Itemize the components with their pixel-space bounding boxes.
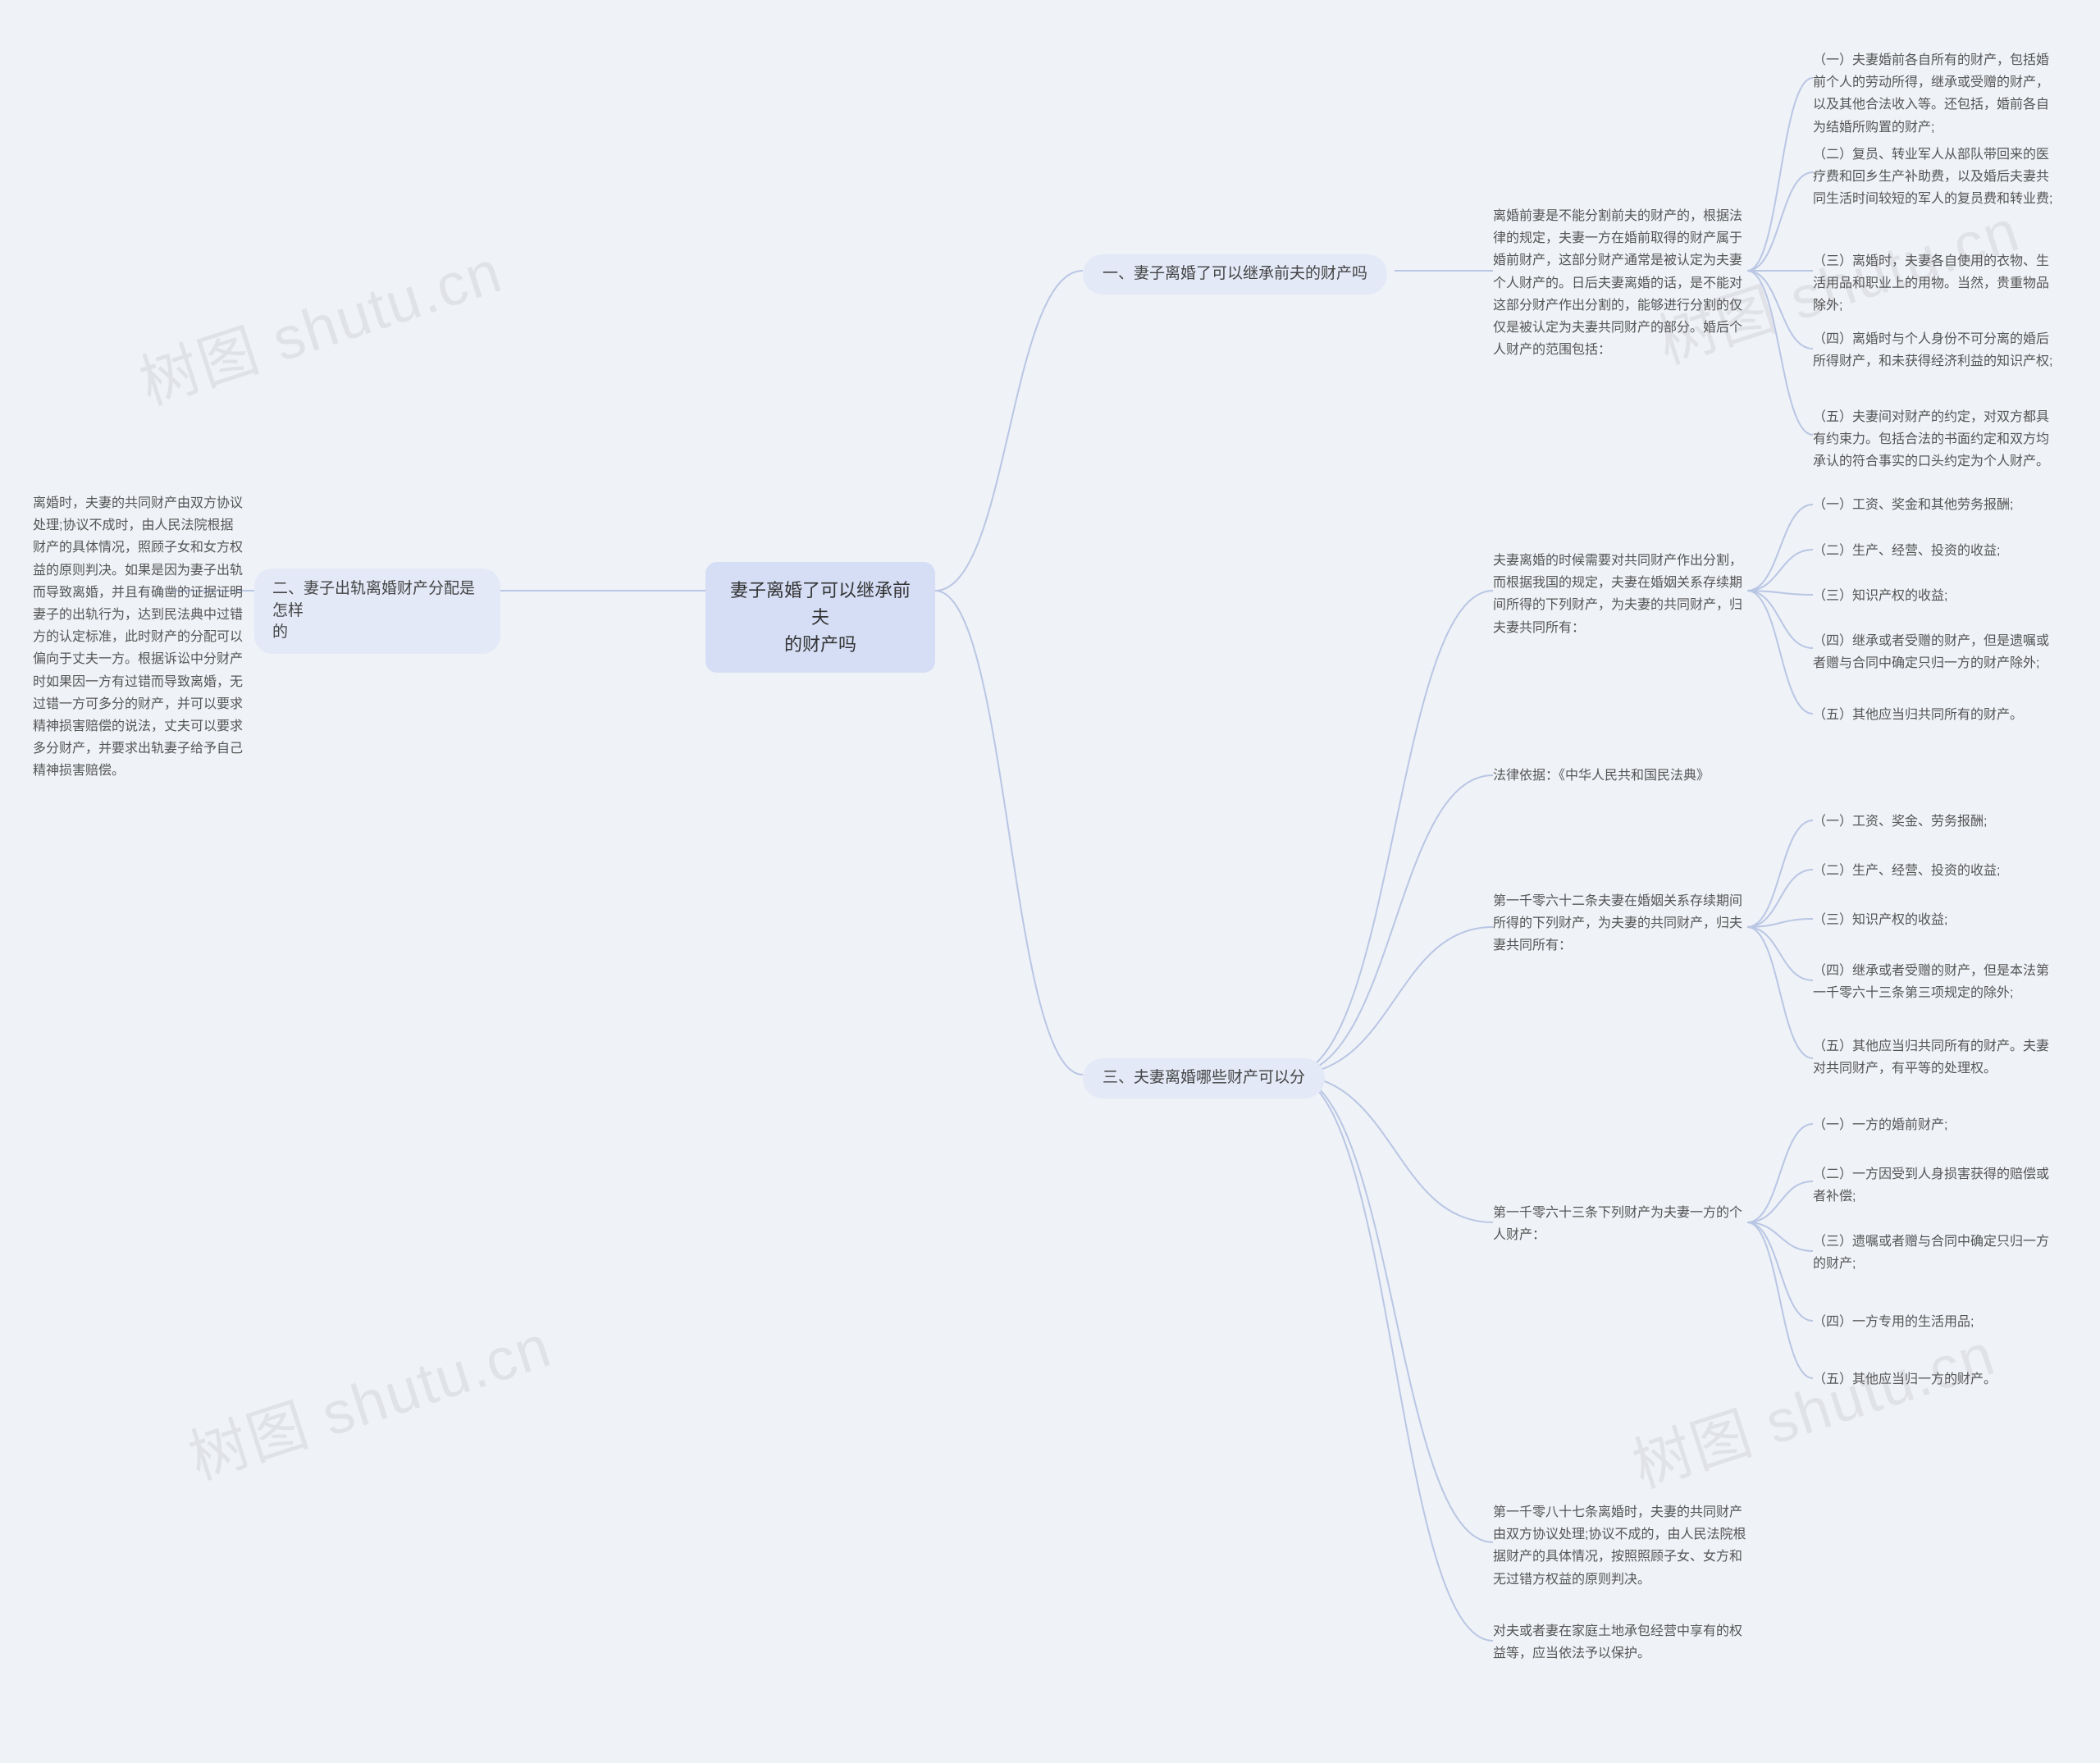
watermark: 树图 shutu.cn bbox=[1620, 1306, 2004, 1504]
watermark: 树图 shutu.cn bbox=[127, 223, 511, 421]
leaf-r1-intro: 离婚前妻是不能分割前夫的财产的，根据法律的规定，夫妻一方在婚前取得的财产属于婚前… bbox=[1493, 205, 1747, 361]
leaf-left: 离婚时，夫妻的共同财产由双方协议处理;协议不成时，由人民法院根据财产的具体情况，… bbox=[33, 492, 246, 782]
leaf-r2-g6: 对夫或者妻在家庭土地承包经营中享有的权益等，应当依法予以保护。 bbox=[1493, 1620, 1747, 1665]
branch-r2-title: 三、夫妻离婚哪些财产可以分 bbox=[1102, 1069, 1305, 1086]
leaf-r1-i1: （一）夫妻婚前各自所有的财产，包括婚前个人的劳动所得，继承或受赠的财产，以及其他… bbox=[1813, 49, 2059, 139]
leaf-r1-i3: （三）离婚时，夫妻各自使用的衣物、生活用品和职业上的用物。当然，贵重物品除外; bbox=[1813, 250, 2059, 317]
leaf-r2-g4-i2: （二）一方因受到人身损害获得的赔偿或者补偿; bbox=[1813, 1163, 2059, 1208]
leaf-r2-g3-i4: （四）继承或者受赠的财产，但是本法第一千零六十三条第三项规定的除外; bbox=[1813, 960, 2059, 1004]
root-node[interactable]: 妻子离婚了可以继承前夫 的财产吗 bbox=[705, 562, 935, 673]
leaf-r2-g3-i2: （二）生产、经营、投资的收益; bbox=[1813, 860, 2059, 882]
leaf-r2-g4-i3: （三）遗嘱或者赠与合同中确定只归一方的财产; bbox=[1813, 1231, 2059, 1275]
leaf-r2-g5: 第一千零八十七条离婚时，夫妻的共同财产由双方协议处理;协议不成的，由人民法院根据… bbox=[1493, 1501, 1747, 1591]
leaf-r2-g3-i3: （三）知识产权的收益; bbox=[1813, 909, 2059, 931]
leaf-r2-g1-i3: （三）知识产权的收益; bbox=[1813, 585, 2059, 607]
branch-left[interactable]: 二、妻子出轨离婚财产分配是怎样 的 bbox=[254, 569, 500, 654]
leaf-r1-i5: （五）夫妻间对财产的约定，对双方都具有约束力。包括合法的书面约定和双方均承认的符… bbox=[1813, 406, 2059, 473]
leaf-r2-g3-i1: （一）工资、奖金、劳务报酬; bbox=[1813, 811, 2059, 833]
branch-r2[interactable]: 三、夫妻离婚哪些财产可以分 bbox=[1083, 1058, 1325, 1098]
branch-left-l2: 的 bbox=[272, 622, 482, 644]
leaf-r2-g3-intro: 第一千零六十二条夫妻在婚姻关系存续期间所得的下列财产，为夫妻的共同财产，归夫妻共… bbox=[1493, 890, 1747, 957]
branch-left-l1: 二、妻子出轨离婚财产分配是怎样 bbox=[272, 578, 482, 622]
branch-r1-title: 一、妻子离婚了可以继承前夫的财产吗 bbox=[1102, 265, 1367, 282]
leaf-r2-g4-i5: （五）其他应当归一方的财产。 bbox=[1813, 1368, 2059, 1391]
leaf-r2-g1-i1: （一）工资、奖金和其他劳务报酬; bbox=[1813, 494, 2059, 516]
leaf-r2-g4-i4: （四）一方专用的生活用品; bbox=[1813, 1311, 2059, 1333]
leaf-r2-g1-i2: （二）生产、经营、投资的收益; bbox=[1813, 540, 2059, 562]
leaf-r1-i4: （四）离婚时与个人身份不可分离的婚后所得财产，和未获得经济利益的知识产权; bbox=[1813, 328, 2059, 372]
leaf-r2-g2: 法律依据：《中华人民共和国民法典》 bbox=[1493, 765, 1747, 787]
leaf-r1-i2: （二）复员、转业军人从部队带回来的医疗费和回乡生产补助费，以及婚后夫妻共同生活时… bbox=[1813, 144, 2059, 211]
root-title-l2: 的财产吗 bbox=[727, 631, 914, 658]
root-title-l1: 妻子离婚了可以继承前夫 bbox=[727, 577, 914, 631]
connector-layer bbox=[0, 0, 2100, 1763]
leaf-r2-g3-i5: （五）其他应当归共同所有的财产。夫妻对共同财产，有平等的处理权。 bbox=[1813, 1035, 2059, 1080]
watermark: 树图 shutu.cn bbox=[176, 1298, 560, 1496]
branch-r1[interactable]: 一、妻子离婚了可以继承前夫的财产吗 bbox=[1083, 254, 1387, 295]
leaf-r2-g1-i5: （五）其他应当归共同所有的财产。 bbox=[1813, 704, 2059, 726]
leaf-r2-g4-intro: 第一千零六十三条下列财产为夫妻一方的个人财产： bbox=[1493, 1202, 1747, 1246]
leaf-r2-g1-i4: （四）继承或者受赠的财产，但是遗嘱或者赠与合同中确定只归一方的财产除外; bbox=[1813, 630, 2059, 674]
leaf-r2-g4-i1: （一）一方的婚前财产; bbox=[1813, 1114, 2059, 1136]
leaf-r2-g1-intro: 夫妻离婚的时候需要对共同财产作出分割，而根据我国的规定，夫妻在婚姻关系存续期间所… bbox=[1493, 550, 1747, 639]
